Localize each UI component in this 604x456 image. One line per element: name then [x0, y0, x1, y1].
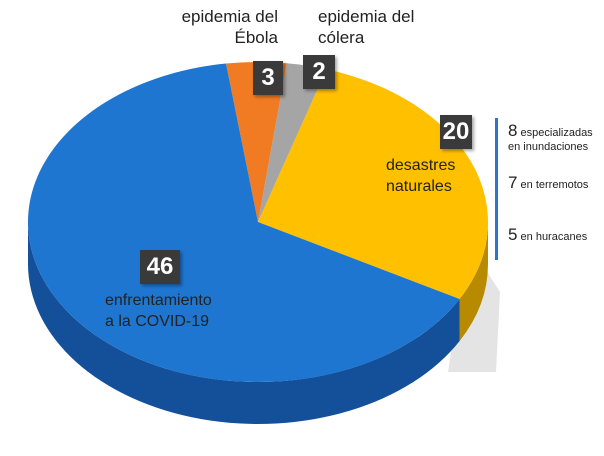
- breakdown-inundaciones: 8 especializadas en inundaciones: [508, 121, 593, 154]
- data-label-colera: 2: [303, 55, 335, 89]
- breakdown-bar: [495, 118, 498, 260]
- label-covid-line1: enfrentamiento: [105, 292, 212, 309]
- label-ebola-line2: Ébola: [234, 28, 278, 47]
- pie-slice-covid: [28, 63, 460, 383]
- data-label-covid: 46: [140, 250, 180, 284]
- label-desastres-line1: desastres: [386, 157, 456, 174]
- label-colera: epidemia del cólera: [318, 6, 414, 48]
- pie-slice-desastres: [258, 69, 488, 299]
- pie-slice-colera: [258, 63, 327, 222]
- breakdown-inundaciones-text2: en inundaciones: [508, 141, 589, 153]
- label-desastres: desastres naturales: [386, 155, 455, 197]
- pie-side-desastres: [459, 222, 488, 341]
- breakdown-huracanes: 5 en huracanes: [508, 225, 588, 244]
- breakdown-inundaciones-value: 8: [508, 121, 518, 140]
- breakdown-terremotos-text: en terremotos: [520, 179, 589, 191]
- label-desastres-line2: naturales: [386, 178, 452, 195]
- pie-side-covid: [28, 222, 460, 424]
- breakdown-inundaciones-text1: especializadas: [520, 127, 593, 139]
- label-ebola-line1: epidemia del: [181, 7, 278, 26]
- breakdown-huracanes-value: 5: [508, 225, 518, 244]
- data-label-ebola: 3: [253, 61, 283, 95]
- breakdown-huracanes-text: en huracanes: [520, 231, 588, 243]
- label-colera-line2: cólera: [318, 28, 365, 47]
- label-colera-line1: epidemia del: [318, 7, 415, 26]
- label-covid-line2: a la COVID-19: [105, 313, 210, 330]
- label-ebola: epidemia del Ébola: [166, 6, 278, 48]
- data-label-desastres: 20: [440, 115, 472, 149]
- breakdown-terremotos-value: 7: [508, 173, 518, 192]
- label-covid: enfrentamiento a la COVID-19: [105, 290, 212, 332]
- breakdown-terremotos: 7 en terremotos: [508, 173, 589, 192]
- pie-slice-ebola: [225, 62, 287, 223]
